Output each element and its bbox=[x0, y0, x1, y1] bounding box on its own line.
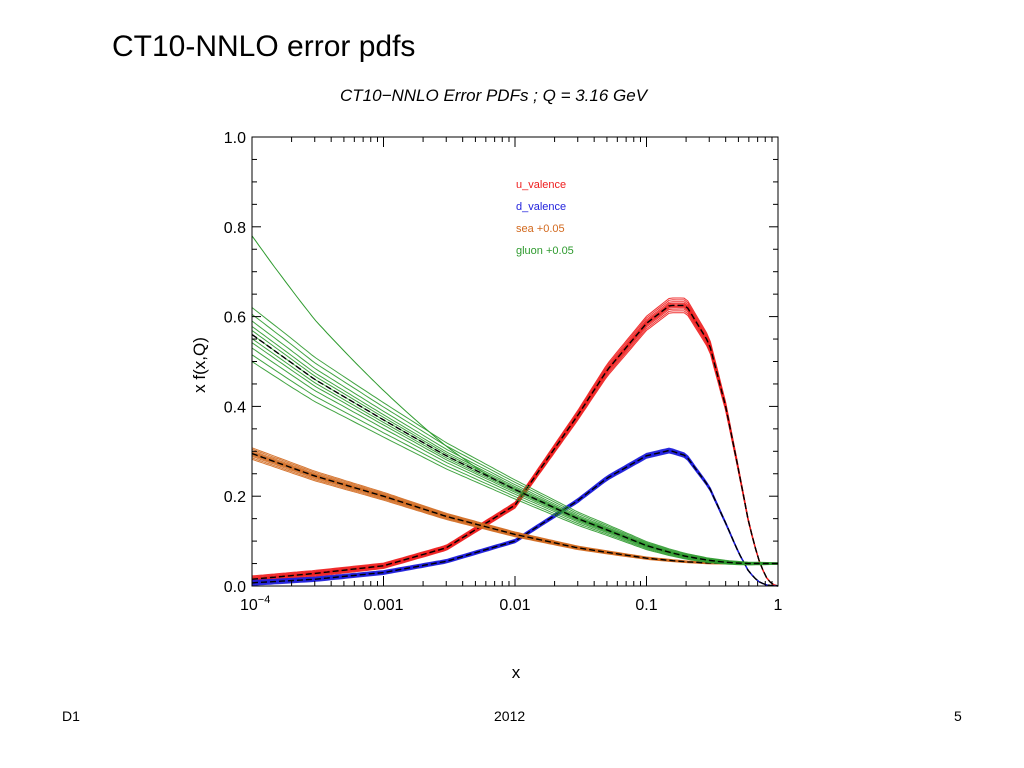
error-pdf-curve bbox=[251, 449, 779, 587]
central-pdf-curve bbox=[251, 334, 778, 565]
error-pdf-curve bbox=[251, 347, 778, 565]
x-tick-label: 0.1 bbox=[635, 597, 657, 614]
x-tick-label: 10−4 bbox=[240, 594, 270, 614]
curves-layer bbox=[251, 235, 779, 587]
y-axis-label: x f(x,Q) bbox=[190, 337, 209, 393]
error-pdf-curve bbox=[251, 304, 779, 587]
plot-frame bbox=[251, 136, 779, 587]
central-pdf-curve bbox=[251, 452, 778, 565]
y-tick-label: 0.0 bbox=[224, 579, 246, 596]
error-pdf-curve bbox=[251, 326, 778, 564]
error-pdf-curve bbox=[251, 313, 778, 564]
error-pdf-curve bbox=[251, 310, 779, 587]
y-tick-label: 0.2 bbox=[224, 489, 246, 506]
error-pdf-curve bbox=[251, 330, 778, 564]
error-pdf-curve bbox=[251, 301, 779, 587]
x-tick-label: 0.01 bbox=[499, 597, 530, 614]
x-tick-label: 1 bbox=[774, 597, 783, 614]
error-pdf-curve bbox=[251, 308, 779, 587]
error-pdf-curve bbox=[251, 447, 779, 564]
error-pdf-curve bbox=[251, 338, 778, 565]
y-tick-label: 0.8 bbox=[224, 220, 246, 237]
central-pdf-curve bbox=[251, 304, 779, 587]
error-pdf-curve bbox=[251, 320, 778, 564]
central-pdf-curve bbox=[251, 449, 779, 587]
outlier-error-pdf-curve bbox=[251, 235, 778, 564]
error-pdf-curve bbox=[251, 448, 779, 587]
footer-left: D1 bbox=[62, 708, 80, 724]
error-pdf-curve bbox=[251, 307, 779, 564]
series-sea- bbox=[251, 447, 779, 565]
error-pdf-curve bbox=[251, 297, 779, 587]
error-pdf-curve bbox=[251, 447, 779, 587]
chart-title: CT10−NNLO Error PDFs ; Q = 3.16 GeV bbox=[340, 86, 648, 105]
slide-number: 5 bbox=[954, 708, 962, 724]
error-pdf-curve bbox=[251, 299, 779, 587]
slide-title: CT10-NNLO error pdfs bbox=[112, 30, 416, 63]
error-pdf-curve bbox=[251, 334, 778, 564]
legend-entry: sea +0.05 bbox=[516, 223, 565, 235]
y-tick-label: 1.0 bbox=[224, 130, 246, 147]
x-tick-label: 0.001 bbox=[363, 597, 403, 614]
error-pdf-curve bbox=[251, 354, 778, 566]
footer-center: 2012 bbox=[494, 708, 526, 724]
error-pdf-curve bbox=[251, 303, 779, 587]
axes-layer: 0.0 0.2 0.4 0.6 0.8 1.0 10−4 0.001 0.01 0.1 1 bbox=[224, 130, 783, 614]
y-tick-label: 0.4 bbox=[224, 399, 246, 416]
error-pdf-curve bbox=[251, 312, 779, 587]
error-pdf-curve bbox=[251, 342, 778, 565]
series-gluon- bbox=[251, 235, 779, 566]
legend-entry: u_valence bbox=[516, 179, 566, 191]
error-pdf-curve bbox=[251, 361, 779, 566]
error-pdf-curve bbox=[251, 307, 779, 587]
error-pdf-curve bbox=[251, 302, 779, 587]
error-pdf-curve bbox=[251, 448, 779, 587]
x-axis-label: x bbox=[512, 663, 521, 682]
error-pdf-curve bbox=[251, 449, 779, 587]
legend-entry: gluon +0.05 bbox=[516, 245, 574, 257]
series-u-valence bbox=[251, 297, 779, 587]
legend-entry: d_valence bbox=[516, 201, 566, 213]
y-tick-label: 0.6 bbox=[224, 310, 246, 327]
series-d-valence bbox=[251, 447, 779, 587]
error-pdf-curve bbox=[251, 306, 779, 587]
